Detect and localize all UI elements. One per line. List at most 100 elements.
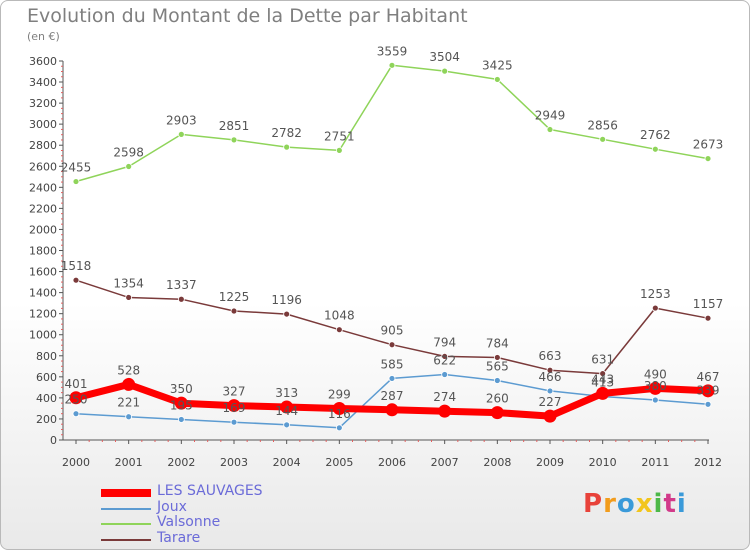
data-label-valsonne: 2856 bbox=[587, 118, 618, 132]
data-point-valsonne bbox=[125, 163, 133, 170]
chart-subtitle: (en €) bbox=[27, 30, 60, 43]
y-tick-label: 1200 bbox=[29, 308, 57, 321]
data-point-joux bbox=[125, 413, 133, 421]
series-layer bbox=[69, 61, 715, 432]
x-tick-label: 2012 bbox=[694, 456, 722, 469]
x-tick-label: 2010 bbox=[589, 456, 617, 469]
y-tick-label: 400 bbox=[36, 392, 57, 405]
data-label-valsonne: 2782 bbox=[271, 126, 302, 140]
data-label-tarare: 1048 bbox=[324, 309, 355, 323]
data-label-tarare: 1253 bbox=[640, 287, 671, 301]
data-point-joux bbox=[546, 387, 554, 395]
data-label-valsonne: 2598 bbox=[113, 145, 144, 159]
data-point-tarare bbox=[651, 304, 659, 312]
x-tick-label: 2005 bbox=[325, 456, 353, 469]
y-tick-label: 3600 bbox=[29, 55, 57, 68]
data-point-tarare bbox=[704, 314, 712, 322]
data-label-joux: 585 bbox=[381, 357, 404, 371]
data-label-les-sauvages: 350 bbox=[170, 382, 193, 396]
data-label-joux: 413 bbox=[591, 376, 614, 390]
data-point-tarare bbox=[546, 366, 554, 374]
data-point-tarare bbox=[388, 341, 396, 349]
data-label-tarare: 1354 bbox=[113, 276, 144, 290]
data-point-les-sauvages bbox=[648, 381, 662, 395]
logo-letter: r bbox=[603, 489, 617, 519]
x-tick-label: 2004 bbox=[273, 456, 301, 469]
data-label-les-sauvages: 443 bbox=[591, 372, 614, 386]
data-labels-layer: 250 221 195 169 144 116 585 622 565 466 413 380 339 2… bbox=[61, 44, 724, 420]
data-label-valsonne: 3425 bbox=[482, 58, 513, 72]
data-label-les-sauvages: 327 bbox=[223, 385, 246, 399]
data-label-joux: 144 bbox=[275, 404, 298, 418]
data-label-tarare: 1225 bbox=[219, 290, 250, 304]
data-label-tarare: 1157 bbox=[693, 297, 724, 311]
x-tick-label: 2009 bbox=[536, 456, 564, 469]
data-label-joux: 339 bbox=[697, 383, 720, 397]
data-point-les-sauvages bbox=[227, 399, 241, 413]
data-label-les-sauvages: 467 bbox=[697, 370, 720, 384]
data-label-les-sauvages: 274 bbox=[433, 390, 456, 404]
data-label-joux: 195 bbox=[170, 398, 193, 412]
logo-letter: t bbox=[663, 489, 677, 519]
data-label-joux: 221 bbox=[117, 396, 140, 410]
data-point-les-sauvages bbox=[490, 406, 504, 420]
data-label-tarare: 663 bbox=[539, 349, 562, 363]
data-label-valsonne: 2751 bbox=[324, 129, 355, 143]
data-label-valsonne: 2949 bbox=[535, 109, 566, 123]
x-tick-label: 2006 bbox=[378, 456, 406, 469]
data-point-les-sauvages bbox=[438, 404, 452, 418]
data-point-joux bbox=[651, 396, 659, 404]
x-tick-label: 2011 bbox=[641, 456, 669, 469]
data-label-les-sauvages: 401 bbox=[65, 377, 88, 391]
x-tick-label: 2002 bbox=[167, 456, 195, 469]
series-les-sauvages bbox=[69, 377, 715, 423]
data-point-les-sauvages bbox=[69, 391, 83, 405]
y-tick-label: 200 bbox=[36, 413, 57, 426]
y-tick-label: 1600 bbox=[29, 266, 57, 279]
data-label-joux: 250 bbox=[65, 393, 88, 407]
data-point-valsonne bbox=[493, 76, 501, 83]
data-point-joux bbox=[388, 375, 396, 382]
data-label-valsonne: 2673 bbox=[693, 138, 724, 152]
data-point-joux bbox=[335, 424, 343, 432]
data-point-valsonne bbox=[651, 145, 659, 153]
x-tick-label: 2001 bbox=[115, 456, 143, 469]
data-label-joux: 622 bbox=[433, 354, 456, 368]
data-label-valsonne: 3559 bbox=[377, 44, 408, 58]
data-point-joux bbox=[283, 421, 291, 429]
y-tick-label: 600 bbox=[36, 371, 57, 384]
x-tick-label: 2008 bbox=[483, 456, 511, 469]
data-point-tarare bbox=[125, 294, 133, 301]
legend-label-tarare: Tarare bbox=[157, 529, 201, 546]
data-point-les-sauvages bbox=[122, 377, 136, 391]
data-point-les-sauvages bbox=[543, 409, 557, 423]
data-label-tarare: 1196 bbox=[271, 293, 302, 307]
data-label-valsonne: 2903 bbox=[166, 113, 197, 127]
data-point-tarare bbox=[230, 307, 238, 315]
data-point-les-sauvages bbox=[280, 400, 294, 414]
data-point-valsonne bbox=[72, 178, 80, 185]
data-point-les-sauvages bbox=[332, 402, 346, 416]
data-point-tarare bbox=[335, 326, 343, 334]
data-point-joux bbox=[441, 371, 449, 378]
legend-label-les-sauvages: LES SAUVAGES bbox=[157, 483, 263, 499]
y-tick-label: 1800 bbox=[29, 245, 57, 258]
y-tick-label: 3000 bbox=[29, 118, 57, 131]
x-tick-label: 2003 bbox=[220, 456, 248, 469]
data-label-valsonne: 2851 bbox=[219, 119, 250, 133]
logo-letter: P bbox=[583, 489, 604, 519]
y-tick-label: 3200 bbox=[29, 97, 57, 110]
data-label-joux: 380 bbox=[644, 379, 667, 393]
data-label-tarare: 794 bbox=[433, 335, 456, 349]
data-label-les-sauvages: 299 bbox=[328, 388, 351, 402]
y-tick-label: 0 bbox=[50, 434, 57, 447]
data-label-tarare: 1518 bbox=[61, 259, 92, 273]
data-label-tarare: 784 bbox=[486, 336, 509, 350]
data-point-valsonne bbox=[441, 67, 449, 75]
data-point-valsonne bbox=[177, 130, 185, 138]
data-point-tarare bbox=[599, 370, 607, 377]
data-label-valsonne: 2455 bbox=[61, 161, 92, 175]
data-point-les-sauvages bbox=[174, 396, 188, 410]
